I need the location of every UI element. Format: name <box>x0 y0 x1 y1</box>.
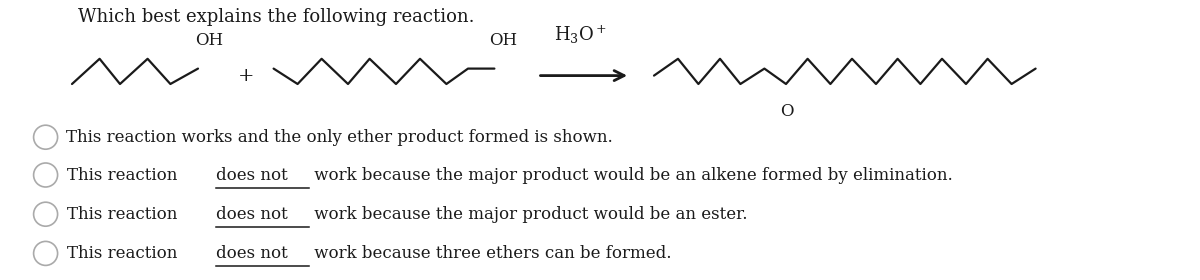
Text: OH: OH <box>196 32 223 49</box>
Text: O: O <box>780 104 794 120</box>
Text: does not: does not <box>216 167 288 183</box>
Text: work because the major product would be an alkene formed by elimination.: work because the major product would be … <box>308 167 953 183</box>
Text: OH: OH <box>490 32 517 49</box>
Text: does not: does not <box>216 245 288 262</box>
Text: +: + <box>238 67 254 85</box>
Text: does not: does not <box>216 206 288 223</box>
Text: This reaction works and the only ether product formed is shown.: This reaction works and the only ether p… <box>66 129 613 146</box>
Text: Which best explains the following reaction.: Which best explains the following reacti… <box>78 8 474 26</box>
Text: work because the major product would be an ester.: work because the major product would be … <box>308 206 748 223</box>
Text: $\mathdefault{H_3O^+}$: $\mathdefault{H_3O^+}$ <box>554 24 607 46</box>
Text: This reaction: This reaction <box>67 206 182 223</box>
Text: This reaction: This reaction <box>67 245 182 262</box>
Text: This reaction: This reaction <box>67 167 182 183</box>
Text: work because three ethers can be formed.: work because three ethers can be formed. <box>308 245 672 262</box>
